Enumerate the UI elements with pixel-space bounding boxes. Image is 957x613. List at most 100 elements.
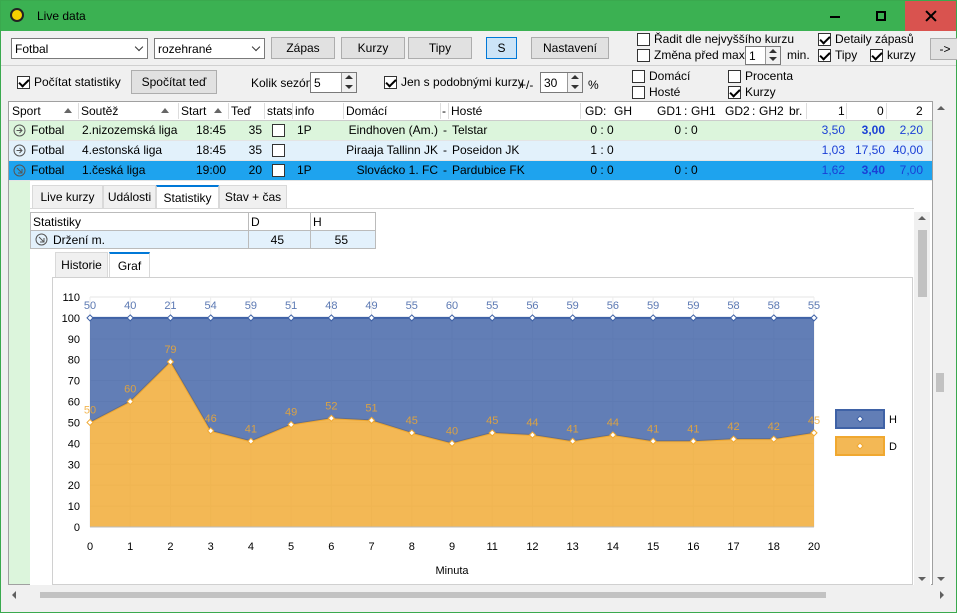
row-header-strip bbox=[9, 181, 30, 584]
minimize-button[interactable] bbox=[812, 1, 858, 31]
value-label: 40 bbox=[124, 300, 136, 312]
value-label: 60 bbox=[446, 300, 458, 312]
value-label: 41 bbox=[687, 423, 699, 435]
column-header: info bbox=[295, 104, 315, 118]
y-tick-label: 70 bbox=[68, 376, 80, 388]
button[interactable]: Spočítat teď bbox=[131, 70, 217, 94]
scrollbar[interactable] bbox=[933, 102, 948, 585]
checkbox[interactable] bbox=[632, 86, 645, 99]
checkbox[interactable] bbox=[632, 70, 645, 83]
stats-value: 45 bbox=[270, 233, 284, 247]
tab[interactable]: Události bbox=[103, 185, 156, 209]
stats-checkbox[interactable] bbox=[272, 124, 285, 137]
spin-box[interactable]: 30 bbox=[540, 72, 583, 93]
cell-start: 18:45 bbox=[195, 143, 226, 157]
x-tick-label: 7 bbox=[368, 541, 374, 553]
column-header: GH1 bbox=[691, 104, 716, 118]
marker bbox=[488, 314, 496, 322]
tab[interactable]: Live kurzy bbox=[32, 185, 103, 209]
cell-away: Pardubice FK bbox=[452, 163, 525, 177]
cell-sport: Fotbal bbox=[31, 123, 65, 137]
spin-down bbox=[769, 57, 777, 61]
column-header: Sport bbox=[12, 104, 41, 118]
marker bbox=[86, 314, 94, 322]
spin-buttons[interactable] bbox=[765, 47, 780, 64]
checkbox-label: Řadit dle nejvyššího kurzu bbox=[654, 32, 795, 46]
y-tick-label: 10 bbox=[68, 501, 80, 513]
scrollbar-thumb[interactable] bbox=[40, 592, 826, 598]
column-header: Hosté bbox=[451, 104, 483, 118]
cell-odds: 17,50 bbox=[854, 143, 885, 157]
column-header: : bbox=[603, 104, 607, 118]
checkbox[interactable] bbox=[728, 70, 741, 83]
checkbox[interactable] bbox=[818, 49, 831, 62]
x-tick-label: 8 bbox=[409, 541, 415, 553]
value-label: 41 bbox=[567, 423, 579, 435]
x-tick-label: 12 bbox=[526, 541, 538, 553]
button[interactable]: Kurzy bbox=[341, 37, 405, 59]
checkbox-label: Počítat statistiky bbox=[34, 75, 121, 89]
column-separator bbox=[440, 103, 441, 119]
dropdown[interactable]: rozehrané bbox=[154, 38, 265, 59]
checkbox[interactable] bbox=[870, 49, 883, 62]
column-header: 1 bbox=[838, 104, 845, 118]
x-tick-label: 18 bbox=[768, 541, 780, 553]
spin-box[interactable]: 5 bbox=[310, 72, 357, 93]
close-button[interactable] bbox=[905, 1, 956, 31]
cell-score: 0 : 0 bbox=[590, 163, 614, 177]
checkbox[interactable] bbox=[637, 49, 650, 62]
marker bbox=[729, 435, 738, 443]
x-tick-label: 20 bbox=[808, 541, 820, 553]
y-tick-label: 40 bbox=[68, 438, 80, 450]
checkbox[interactable] bbox=[384, 76, 397, 89]
cell-start: 18:45 bbox=[195, 123, 226, 137]
checkbox[interactable] bbox=[818, 33, 831, 46]
button[interactable]: Tipy bbox=[408, 37, 472, 59]
y-tick-label: 30 bbox=[68, 459, 80, 471]
column-header: GH bbox=[614, 104, 632, 118]
separator bbox=[1, 65, 956, 66]
marker bbox=[367, 416, 376, 425]
cell-border bbox=[30, 230, 376, 231]
grid-row bbox=[9, 141, 932, 161]
value-label: 49 bbox=[365, 300, 377, 312]
tab[interactable]: Statistiky bbox=[156, 185, 219, 209]
marker bbox=[287, 314, 295, 322]
value-label: 42 bbox=[727, 421, 739, 433]
cell-away: Poseidon JK bbox=[452, 143, 520, 157]
value-label: 40 bbox=[446, 425, 458, 437]
row-icon bbox=[35, 233, 48, 246]
value-label: 45 bbox=[406, 415, 418, 427]
stats-checkbox[interactable] bbox=[272, 164, 285, 177]
spin-buttons[interactable] bbox=[567, 73, 582, 92]
marker bbox=[247, 314, 255, 322]
stats-value: 55 bbox=[334, 233, 348, 247]
spin-box[interactable]: 1 bbox=[745, 46, 781, 65]
legend-label: H bbox=[889, 414, 897, 426]
maximize-button[interactable] bbox=[858, 1, 905, 31]
checkbox[interactable] bbox=[637, 33, 650, 46]
marker bbox=[126, 314, 134, 322]
dropdown[interactable]: Fotbal bbox=[11, 38, 148, 59]
checkbox[interactable] bbox=[728, 86, 741, 99]
checkbox[interactable] bbox=[17, 76, 30, 89]
button[interactable]: Nastavení bbox=[531, 37, 609, 59]
area-fill bbox=[90, 317, 814, 444]
column-header: GD2 bbox=[725, 104, 750, 118]
subtab[interactable]: Historie bbox=[55, 252, 108, 278]
stats-checkbox[interactable] bbox=[272, 144, 285, 157]
scrollbar[interactable] bbox=[914, 212, 930, 585]
scroll-arrow bbox=[12, 591, 16, 599]
button[interactable]: S bbox=[486, 37, 517, 59]
cell-sport: Fotbal bbox=[31, 143, 65, 157]
scrollbar-thumb[interactable] bbox=[936, 373, 944, 392]
button[interactable]: Zápas bbox=[271, 37, 335, 59]
scrollbar-thumb[interactable] bbox=[918, 230, 927, 297]
spin-buttons[interactable] bbox=[341, 73, 356, 92]
app-icon bbox=[10, 8, 24, 22]
tab[interactable]: Stav + čas bbox=[219, 185, 287, 209]
button[interactable]: -> bbox=[930, 38, 957, 60]
subtab[interactable]: Graf bbox=[109, 252, 150, 278]
checkbox-label: Procenta bbox=[745, 69, 794, 83]
column-header: : bbox=[752, 104, 756, 118]
